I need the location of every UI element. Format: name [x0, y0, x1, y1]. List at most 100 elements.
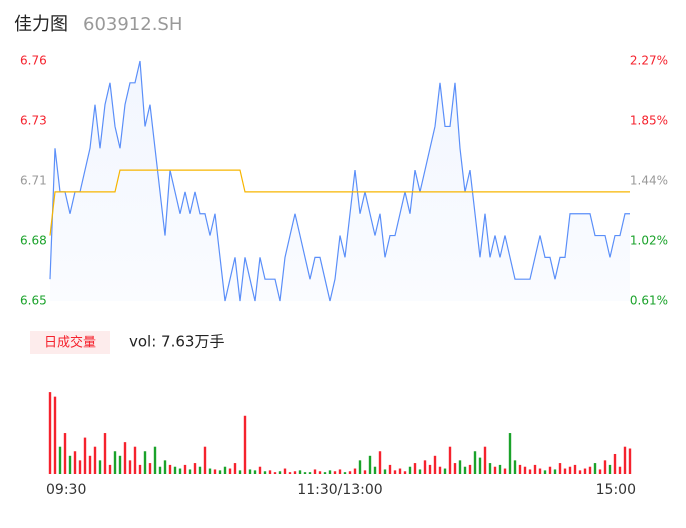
volume-bar — [413, 463, 417, 474]
volume-bar — [568, 466, 572, 474]
volume-bar — [483, 446, 487, 474]
volume-bar — [528, 469, 532, 474]
volume-bar — [453, 463, 457, 474]
volume-bar — [173, 466, 177, 474]
volume-bar — [613, 453, 617, 474]
volume-bar — [533, 464, 537, 474]
volume-bar — [243, 415, 247, 474]
volume-bar — [368, 455, 372, 474]
volume-bar — [78, 460, 82, 474]
volume-bar — [143, 451, 147, 474]
volume-bar — [48, 392, 52, 474]
y-tick-label: 6.68 — [20, 234, 47, 248]
volume-bar — [293, 471, 297, 474]
volume-bar — [198, 466, 202, 474]
volume-bar — [333, 471, 337, 474]
y2-tick-label: 1.02% — [630, 234, 668, 248]
volume-bar — [158, 466, 162, 474]
volume-bar — [478, 457, 482, 474]
volume-bar — [88, 455, 92, 474]
volume-bar — [133, 446, 137, 474]
volume-bar — [473, 451, 477, 474]
volume-bar — [123, 442, 127, 474]
volume-bar — [73, 451, 77, 474]
volume-bar — [513, 460, 517, 474]
volume-bar — [408, 466, 412, 474]
volume-bar — [383, 469, 387, 474]
volume-bar — [223, 466, 227, 474]
volume-bar — [128, 460, 132, 474]
volume-bar — [183, 464, 187, 474]
volume-bar — [393, 470, 397, 474]
y2-tick-label: 2.27% — [630, 54, 668, 68]
volume-bar — [618, 466, 622, 474]
volume-bar — [318, 471, 322, 474]
volume-bar — [298, 470, 302, 474]
volume-bar — [603, 460, 607, 474]
volume-bar — [538, 468, 542, 474]
volume-bar — [113, 451, 117, 474]
y-tick-label: 6.65 — [20, 294, 47, 308]
volume-bar — [598, 469, 602, 474]
volume-bar — [608, 464, 612, 474]
volume-bar — [308, 472, 312, 474]
volume-bar — [498, 464, 502, 474]
volume-bar — [58, 446, 62, 474]
stock-code: 603912.SH — [83, 14, 182, 35]
volume-bar — [93, 446, 97, 474]
volume-bar — [268, 470, 272, 474]
volume-bar — [98, 460, 102, 474]
y-tick-label: 6.76 — [20, 54, 47, 68]
volume-bar — [518, 464, 522, 474]
volume-bar — [423, 460, 427, 474]
volume-bar — [118, 455, 122, 474]
volume-bar — [508, 433, 512, 474]
volume-bar — [373, 466, 377, 474]
volume-bar — [348, 471, 352, 474]
volume-bar — [558, 463, 562, 474]
volume-bar — [363, 470, 367, 474]
volume-bar — [438, 466, 442, 474]
volume-bar — [163, 460, 167, 474]
volume-bar — [303, 472, 307, 474]
volume-bar — [283, 468, 287, 474]
volume-bar — [138, 464, 142, 474]
volume-bar — [378, 451, 382, 474]
volume-bar — [108, 464, 112, 474]
volume-bar — [353, 468, 357, 474]
volume-bar — [553, 469, 557, 474]
volume-bar — [543, 470, 547, 474]
volume-bar — [188, 469, 192, 474]
volume-bar — [313, 469, 317, 474]
volume-bar — [583, 468, 587, 474]
volume-bar — [288, 472, 292, 474]
volume-bar — [628, 448, 632, 474]
volume-bar — [503, 468, 507, 474]
volume-bar — [523, 466, 527, 474]
x-tick-label: 15:00 — [596, 482, 636, 498]
volume-bar — [548, 466, 552, 474]
y2-tick-label: 1.44% — [630, 174, 668, 188]
volume-bar — [273, 472, 277, 474]
volume-bar — [193, 463, 197, 474]
volume-bar — [323, 472, 327, 474]
volume-bar — [578, 470, 582, 474]
volume-bar — [488, 463, 492, 474]
y-tick-label: 6.73 — [20, 114, 47, 128]
volume-tag-bg — [30, 331, 110, 354]
price-line — [49, 60, 630, 302]
volume-bar — [563, 468, 567, 474]
volume-bar — [83, 437, 87, 474]
volume-bar — [103, 433, 107, 474]
x-tick-label: 09:30 — [46, 482, 86, 498]
volume-bar — [253, 470, 257, 474]
volume-bar — [258, 466, 262, 474]
volume-bar — [388, 464, 392, 474]
volume-bar — [153, 446, 157, 474]
avg-line — [49, 169, 630, 236]
volume-bar — [168, 464, 172, 474]
volume-bar — [278, 471, 282, 474]
volume-bar — [328, 470, 332, 474]
volume-summary: vol: 7.63万手 — [129, 333, 224, 351]
